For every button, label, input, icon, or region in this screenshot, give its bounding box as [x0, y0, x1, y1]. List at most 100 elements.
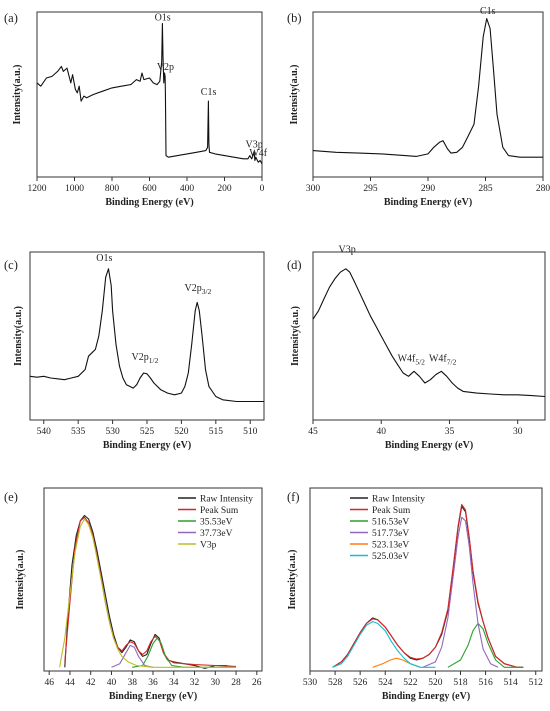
x-axis-label: Binding Energy (eV) — [382, 691, 470, 702]
x-tick-label: 510 — [243, 427, 258, 437]
x-tick-label: 38 — [127, 678, 137, 688]
series-line — [36, 22, 263, 165]
peak-annotation: V2p — [157, 62, 174, 73]
series-line-525-03ev — [332, 621, 436, 668]
x-tick-label: 540 — [37, 427, 52, 437]
x-tick-label: 36 — [148, 678, 158, 688]
x-axis-label: Binding Energy (eV) — [385, 440, 473, 451]
legend-entry: 523.13eV — [372, 541, 409, 551]
x-tick-label: 530 — [105, 427, 120, 437]
x-axis-label: Binding Energy (eV) — [105, 197, 193, 208]
x-tick-label: 44 — [65, 678, 75, 688]
series-line-35-53ev — [132, 637, 236, 668]
x-tick-label: 35 — [445, 427, 455, 437]
plot-frame — [36, 11, 263, 178]
legend-entry: V3p — [200, 541, 217, 551]
x-tick-label: 300 — [306, 184, 321, 194]
x-axis-label: Binding Energy (eV) — [103, 440, 191, 451]
x-tick-label: 514 — [504, 678, 519, 688]
panel-label: (e) — [4, 490, 18, 504]
y-axis-label: Intensity(a.u.) — [290, 306, 301, 366]
y-axis-label: Intensity(a.u.) — [12, 64, 23, 124]
series-line-517-73ev — [422, 516, 499, 668]
x-tick-label: 528 — [328, 678, 343, 688]
x-tick-label: 26 — [252, 678, 262, 688]
x-axis-label: Binding Energy (eV) — [384, 197, 472, 208]
peak-annotation: V2p1/2 — [132, 352, 159, 365]
x-tick-label: 290 — [421, 184, 436, 194]
series-line-516-53ev — [447, 622, 524, 668]
peak-annotation: O1s — [155, 13, 171, 24]
x-tick-label: 526 — [353, 678, 368, 688]
series-line — [29, 268, 264, 403]
y-axis-label: Intensity(a.u.) — [13, 306, 24, 366]
x-tick-label: 200 — [217, 184, 232, 194]
y-axis-label: Intensity(a.u.) — [289, 64, 300, 124]
peak-annotation: W4f5/2 — [398, 354, 426, 367]
series-line — [312, 18, 543, 158]
x-tick-label: 32 — [190, 678, 200, 688]
x-tick-label: 525 — [140, 427, 155, 437]
x-tick-label: 28 — [231, 678, 241, 688]
chart-panel-5: 530 528 526 524 522 520 518 516 514 512 Binding En… — [287, 487, 544, 702]
chart-panel-3: 45 40 35 30 Binding Energy (eV) Intensity(a.u… — [287, 244, 546, 451]
x-tick-label: 518 — [453, 678, 468, 688]
legend-entry: Raw Intensity — [200, 495, 253, 505]
y-axis-label: Intensity(a.u.) — [15, 549, 26, 609]
x-tick-label: 295 — [363, 184, 378, 194]
x-tick-label: 45 — [308, 427, 318, 437]
x-tick-label: 34 — [169, 678, 179, 688]
x-tick-label: 400 — [180, 184, 195, 194]
chart-panel-4: 46 44 42 40 38 36 34 32 30 28 26 Binding Energy (eV… — [4, 487, 263, 702]
x-tick-label: 512 — [529, 678, 544, 688]
x-tick-label: 522 — [403, 678, 418, 688]
panel-label: (a) — [4, 11, 18, 25]
panel-label: (c) — [4, 258, 18, 272]
x-tick-label: 42 — [86, 678, 96, 688]
panel-label: (f) — [287, 490, 300, 504]
x-tick-label: 516 — [478, 678, 493, 688]
x-tick-label: 520 — [174, 427, 189, 437]
peak-annotation: C1s — [480, 6, 496, 17]
plot-frame — [29, 251, 265, 421]
peak-annotation: V3p — [246, 140, 263, 151]
series-line-raw-intensity — [332, 505, 524, 668]
peak-annotation: V3p — [339, 244, 356, 255]
legend-entry: Raw Intensity — [372, 495, 425, 505]
x-tick-label: 600 — [142, 184, 157, 194]
x-tick-label: 535 — [71, 427, 86, 437]
legend-entry: 516.53eV — [372, 518, 409, 528]
x-axis-label: Binding Energy (eV) — [109, 691, 197, 702]
peak-annotation: W4f — [249, 148, 267, 159]
chart-panel-2: 540 535 530 525 520 515 510 Binding Energy (eV)… — [4, 251, 265, 451]
x-tick-label: 46 — [44, 678, 54, 688]
x-tick-label: 800 — [105, 184, 120, 194]
legend-entry: 35.53eV — [200, 518, 233, 528]
legend-entry: 525.03eV — [372, 552, 409, 562]
x-tick-label: 515 — [209, 427, 224, 437]
x-tick-label: 40 — [376, 427, 386, 437]
series-line — [312, 268, 546, 398]
chart-panel-1: 300 295 290 285 280 Binding Energy (eV) Intens… — [287, 6, 550, 208]
chart-panel-0: 1200 1000 800 600 400 200 0 Binding Energy (eV)… — [4, 11, 268, 208]
legend-entry: 517.73eV — [372, 529, 409, 539]
peak-annotation: V2p3/2 — [185, 283, 212, 296]
peak-annotation: O1s — [96, 253, 112, 264]
x-tick-label: 1000 — [65, 184, 84, 194]
legend-entry: Peak Sum — [372, 506, 411, 516]
series-line-peak-sum — [332, 503, 524, 668]
x-tick-label: 30 — [211, 678, 221, 688]
panel-label: (b) — [287, 11, 302, 25]
peak-annotation: W4f7/2 — [429, 354, 457, 367]
plot-frame — [309, 487, 543, 672]
x-tick-label: 30 — [513, 427, 523, 437]
y-axis-label: Intensity(a.u.) — [287, 549, 298, 609]
series-line-v3p — [59, 518, 236, 668]
x-tick-label: 1200 — [28, 184, 47, 194]
x-tick-label: 530 — [303, 678, 318, 688]
x-tick-label: 520 — [428, 678, 443, 688]
peak-annotation: C1s — [201, 87, 217, 98]
x-tick-label: 280 — [536, 184, 550, 194]
